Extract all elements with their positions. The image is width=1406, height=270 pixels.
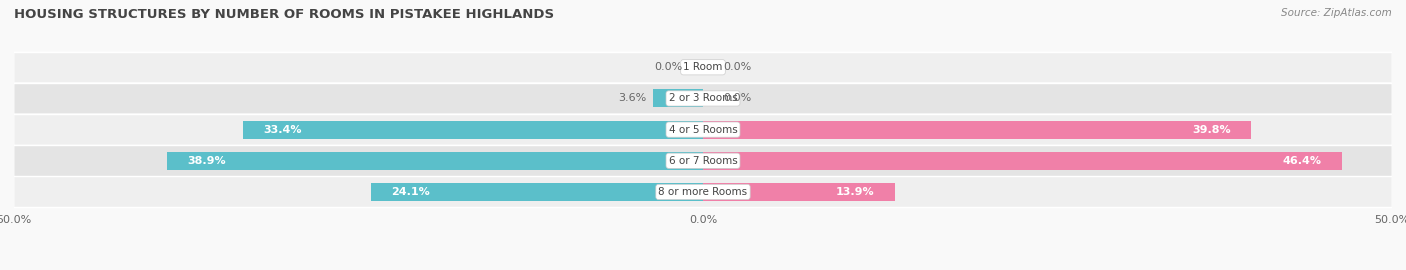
Text: 3.6%: 3.6% — [619, 93, 647, 103]
FancyBboxPatch shape — [14, 52, 1392, 83]
Text: 0.0%: 0.0% — [724, 62, 752, 72]
Text: 0.0%: 0.0% — [724, 93, 752, 103]
Bar — [167, 152, 703, 170]
Text: HOUSING STRUCTURES BY NUMBER OF ROOMS IN PISTAKEE HIGHLANDS: HOUSING STRUCTURES BY NUMBER OF ROOMS IN… — [14, 8, 554, 21]
Bar — [654, 89, 703, 107]
FancyBboxPatch shape — [14, 176, 1392, 207]
Text: 8 or more Rooms: 8 or more Rooms — [658, 187, 748, 197]
Text: 0.0%: 0.0% — [654, 62, 682, 72]
Text: 4 or 5 Rooms: 4 or 5 Rooms — [669, 124, 737, 135]
Text: 2 or 3 Rooms: 2 or 3 Rooms — [669, 93, 737, 103]
FancyBboxPatch shape — [14, 114, 1392, 145]
Text: Source: ZipAtlas.com: Source: ZipAtlas.com — [1281, 8, 1392, 18]
FancyBboxPatch shape — [14, 83, 1392, 114]
Bar — [703, 121, 1251, 139]
Text: 6 or 7 Rooms: 6 or 7 Rooms — [669, 156, 737, 166]
Bar — [703, 183, 894, 201]
FancyBboxPatch shape — [14, 145, 1392, 176]
Text: 13.9%: 13.9% — [835, 187, 875, 197]
Bar — [703, 152, 1343, 170]
Bar — [371, 183, 703, 201]
Text: 39.8%: 39.8% — [1192, 124, 1230, 135]
Text: 24.1%: 24.1% — [392, 187, 430, 197]
Text: 1 Room: 1 Room — [683, 62, 723, 72]
Text: 38.9%: 38.9% — [187, 156, 226, 166]
Text: 33.4%: 33.4% — [263, 124, 302, 135]
Text: 46.4%: 46.4% — [1282, 156, 1322, 166]
Bar — [243, 121, 703, 139]
